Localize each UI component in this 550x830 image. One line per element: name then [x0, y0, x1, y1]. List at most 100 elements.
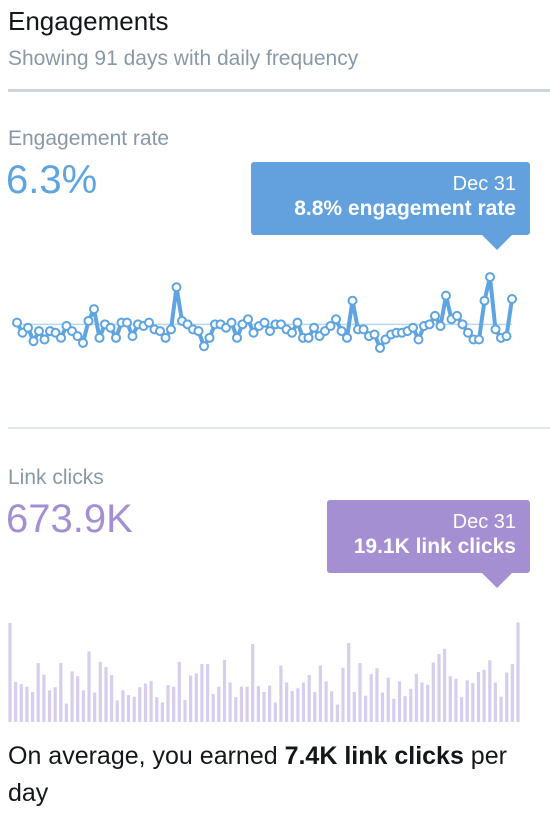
link-clicks-bar	[392, 698, 396, 722]
link-clicks-bar	[454, 678, 458, 722]
engagement-point	[127, 331, 138, 342]
engagement-point	[331, 314, 341, 325]
link-clicks-bar	[476, 671, 481, 722]
section-divider	[8, 427, 550, 429]
link-clicks-bar	[76, 676, 80, 722]
link-clicks-bar	[443, 648, 447, 722]
link-clicks-bar	[194, 673, 198, 722]
link-clicks-chart	[8, 622, 520, 722]
link-clicks-bar	[149, 680, 153, 722]
link-clicks-bar	[279, 665, 283, 722]
link-clicks-bar	[47, 690, 52, 722]
engagement-point	[122, 317, 132, 328]
link-clicks-bar	[256, 686, 260, 722]
link-clicks-bar	[318, 665, 322, 722]
link-clicks-bar	[505, 672, 509, 722]
engagement-point	[166, 324, 176, 335]
link-clicks-bar	[465, 680, 469, 722]
link-clicks-bar	[228, 682, 232, 722]
link-clicks-bar	[347, 643, 351, 722]
link-clicks-bar	[160, 702, 164, 722]
header-divider	[8, 89, 550, 92]
engagement-point	[303, 332, 314, 343]
engagement-point	[105, 322, 116, 333]
engagement-point	[171, 282, 182, 293]
engagement-point	[226, 317, 237, 328]
engagement-point	[309, 322, 319, 333]
engagement-point	[89, 304, 99, 315]
link-clicks-bar	[364, 695, 368, 722]
engagement-point	[34, 326, 44, 337]
engagement-tooltip-value: 8.8% engagement rate	[294, 197, 516, 220]
engagement-point	[23, 322, 33, 333]
link-clicks-bar	[285, 682, 289, 722]
link-clicks-tooltip-value: 19.1K link clicks	[353, 535, 516, 558]
engagement-point	[479, 295, 490, 306]
link-clicks-bar	[330, 691, 334, 722]
engagement-rate-label: Engagement rate	[8, 127, 170, 150]
link-clicks-value: 673.9K	[6, 497, 133, 541]
engagement-point	[435, 321, 446, 331]
engagement-point	[490, 324, 501, 335]
link-clicks-bar	[234, 697, 238, 722]
engagement-point	[193, 326, 204, 337]
engagement-point	[243, 314, 253, 325]
engagement-rate-chart	[12, 272, 517, 353]
link-clicks-bar	[273, 702, 277, 722]
link-clicks-bar	[431, 662, 435, 722]
link-clicks-bar	[143, 683, 148, 722]
link-clicks-bar	[31, 692, 35, 722]
engagement-point	[463, 327, 473, 338]
engagement-point	[12, 317, 22, 328]
link-clicks-bar	[93, 692, 97, 722]
link-clicks-bar	[222, 659, 227, 722]
link-clicks-bar	[375, 668, 379, 722]
link-clicks-bar	[341, 667, 345, 722]
summary-prefix: On average, you earned	[8, 742, 285, 770]
link-clicks-bar	[426, 684, 430, 722]
engagement-point	[452, 310, 462, 321]
link-clicks-bar	[499, 696, 503, 722]
engagement-point	[336, 326, 347, 337]
link-clicks-bar	[324, 681, 328, 722]
link-clicks-bar	[8, 622, 12, 722]
engagement-point	[204, 332, 215, 343]
link-clicks-tooltip: Dec 31 19.1K link clicks	[327, 500, 530, 588]
link-clicks-bar	[126, 695, 131, 722]
engagement-point	[342, 332, 352, 343]
link-clicks-bar	[115, 700, 119, 722]
engagement-point	[232, 332, 242, 343]
link-clicks-bar	[245, 686, 249, 722]
summary-text: On average, you earned 7.4K link clicks …	[8, 738, 538, 812]
link-clicks-bar	[25, 686, 29, 722]
engagement-point	[430, 310, 440, 321]
link-clicks-bar	[290, 690, 294, 722]
link-clicks-tooltip-date: Dec 31	[452, 511, 516, 533]
link-clicks-bar	[183, 699, 187, 722]
summary-suffix: per day	[8, 742, 507, 807]
engagement-point	[39, 334, 50, 345]
engagement-point	[56, 332, 66, 343]
link-clicks-bar	[313, 692, 317, 722]
engagement-point	[28, 336, 39, 347]
engagement-point	[501, 331, 512, 342]
engagement-tooltip: Dec 31 8.8% engagement rate	[251, 162, 530, 250]
engagement-point	[369, 329, 380, 340]
engagement-tooltip-date: Dec 31	[452, 173, 516, 195]
link-clicks-bar	[81, 690, 85, 722]
link-clicks-bar	[59, 663, 63, 722]
link-clicks-bar	[110, 675, 114, 722]
link-clicks-bar	[414, 674, 418, 722]
link-clicks-bar	[104, 667, 108, 722]
link-clicks-bar	[19, 684, 23, 722]
link-clicks-bar	[36, 663, 40, 722]
link-clicks-bar	[369, 674, 373, 722]
link-clicks-bar	[460, 697, 464, 722]
engagement-point	[265, 326, 275, 337]
link-clicks-tooltip-caret	[482, 573, 512, 588]
link-clicks-bar	[251, 644, 255, 722]
engagement-point	[144, 317, 154, 328]
engagement-point	[325, 321, 336, 331]
link-clicks-bar	[420, 682, 424, 722]
